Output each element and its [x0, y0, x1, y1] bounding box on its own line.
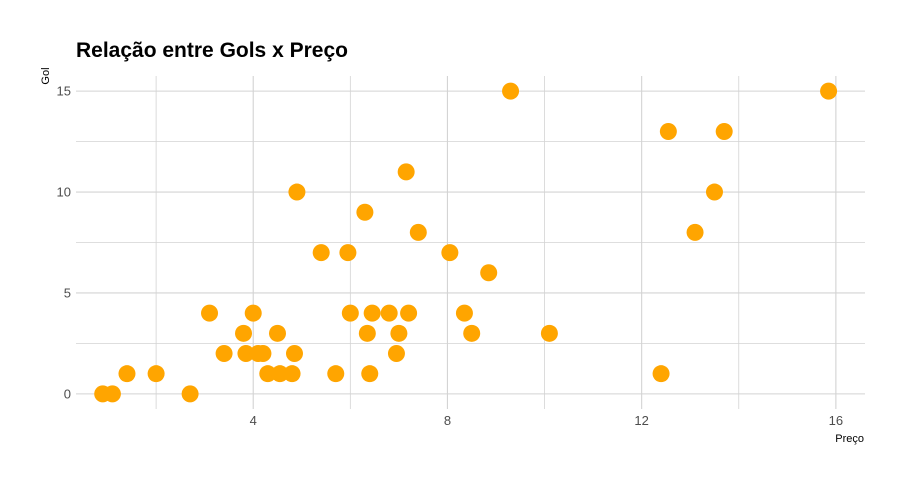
scatter-point: [259, 365, 277, 383]
scatter-point: [283, 365, 301, 383]
x-axis-title: Preço: [835, 433, 864, 445]
chart-title: Relação entre Gols x Preço: [76, 39, 348, 62]
x-tick-label: 16: [829, 413, 843, 428]
scatter-point: [201, 304, 219, 322]
x-tick-label: 8: [444, 413, 451, 428]
scatter-point: [363, 304, 381, 322]
scatter-point: [390, 324, 408, 342]
scatter-point: [659, 123, 677, 140]
scatter-point: [400, 304, 418, 322]
y-tick-label: 0: [64, 386, 71, 401]
scatter-point: [480, 264, 498, 282]
x-tick-label: 4: [250, 413, 257, 428]
scatter-point: [397, 163, 415, 181]
scatter-point: [705, 183, 723, 201]
y-tick-label: 10: [57, 185, 71, 200]
scatter-point: [244, 304, 262, 322]
scatter-point: [463, 324, 481, 342]
scatter-point: [502, 82, 520, 100]
scatter-point: [254, 345, 272, 362]
scatter-point: [409, 223, 427, 241]
scatter-point: [358, 324, 376, 342]
scatter-point: [715, 123, 733, 140]
y-axis-ticks: 0 5 10 15: [57, 84, 71, 402]
scatter-point: [339, 244, 357, 262]
scatter-point: [327, 365, 345, 383]
scatter-point: [235, 324, 253, 342]
x-axis-ticks: 4 8 12 16: [250, 413, 843, 428]
scatter-point: [215, 345, 233, 362]
scatter-point: [361, 365, 379, 383]
scatter-point: [356, 203, 374, 221]
scatter-point: [380, 304, 398, 322]
minor-gridlines: [76, 76, 865, 409]
scatter-point: [268, 324, 286, 342]
scatter-point: [118, 365, 136, 383]
scatter-point: [652, 365, 670, 383]
scatter-point: [312, 244, 330, 262]
x-tick-label: 12: [634, 413, 648, 428]
scatter-point: [181, 385, 199, 403]
scatter-point: [288, 183, 306, 201]
scatter-point: [341, 304, 359, 322]
scatter-point: [686, 223, 704, 241]
scatter-point: [271, 365, 289, 383]
y-tick-label: 15: [57, 84, 71, 99]
scatter-point: [103, 385, 121, 403]
y-tick-label: 5: [64, 285, 71, 300]
scatter-point: [147, 365, 165, 383]
scatter-point: [540, 324, 558, 342]
scatter-point: [455, 304, 473, 322]
major-gridlines: [76, 76, 865, 409]
scatter-point: [237, 345, 255, 362]
y-axis-title: Gol: [40, 67, 52, 84]
scatter-point: [285, 345, 303, 362]
scatter-point: [820, 82, 838, 100]
scatter-point: [387, 345, 405, 362]
scatter-point: [441, 244, 459, 262]
data-points: [94, 82, 838, 403]
